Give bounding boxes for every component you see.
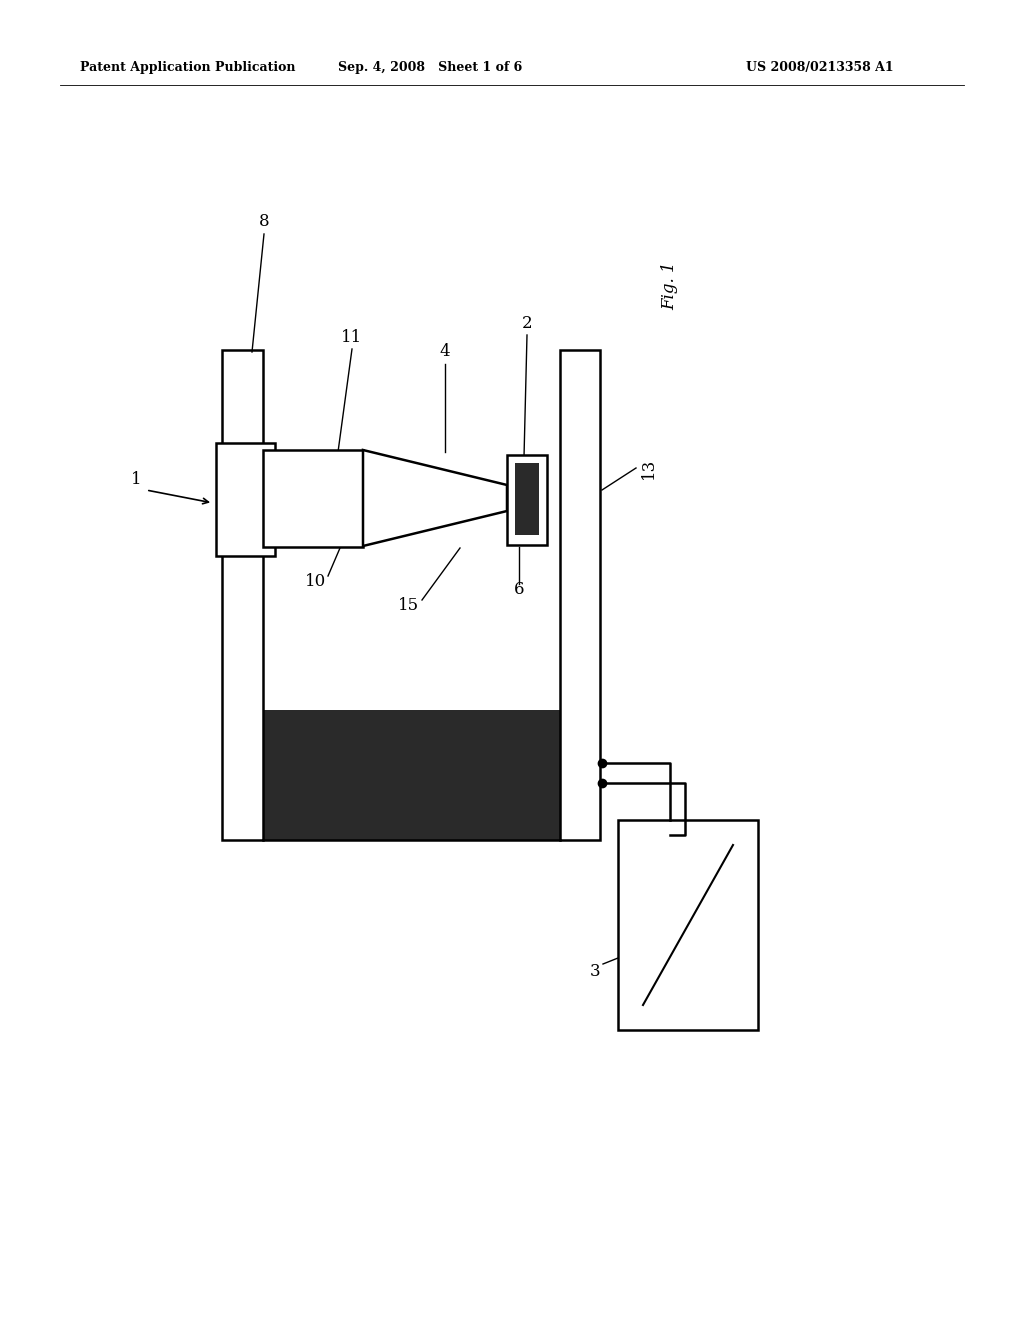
Bar bbox=[560, 350, 600, 840]
Text: Fig. 1: Fig. 1 bbox=[662, 261, 679, 310]
Bar bbox=[515, 463, 539, 535]
Bar bbox=[216, 444, 275, 556]
Text: 2: 2 bbox=[521, 314, 532, 331]
Bar bbox=[263, 450, 362, 546]
Text: US 2008/0213358 A1: US 2008/0213358 A1 bbox=[746, 62, 894, 74]
Text: Patent Application Publication: Patent Application Publication bbox=[80, 62, 296, 74]
Bar bbox=[263, 710, 560, 840]
Text: 1: 1 bbox=[131, 471, 141, 488]
Text: 11: 11 bbox=[341, 329, 362, 346]
Bar bbox=[222, 350, 263, 840]
Text: 8: 8 bbox=[259, 214, 269, 231]
Text: 4: 4 bbox=[439, 343, 451, 360]
Text: 15: 15 bbox=[397, 598, 419, 615]
Polygon shape bbox=[362, 450, 507, 546]
Text: 3: 3 bbox=[590, 964, 600, 981]
Text: 6: 6 bbox=[514, 582, 524, 598]
Bar bbox=[618, 820, 758, 1030]
Text: 13: 13 bbox=[640, 457, 657, 479]
Text: Sep. 4, 2008   Sheet 1 of 6: Sep. 4, 2008 Sheet 1 of 6 bbox=[338, 62, 522, 74]
Bar bbox=[507, 455, 547, 545]
Text: 10: 10 bbox=[305, 573, 327, 590]
